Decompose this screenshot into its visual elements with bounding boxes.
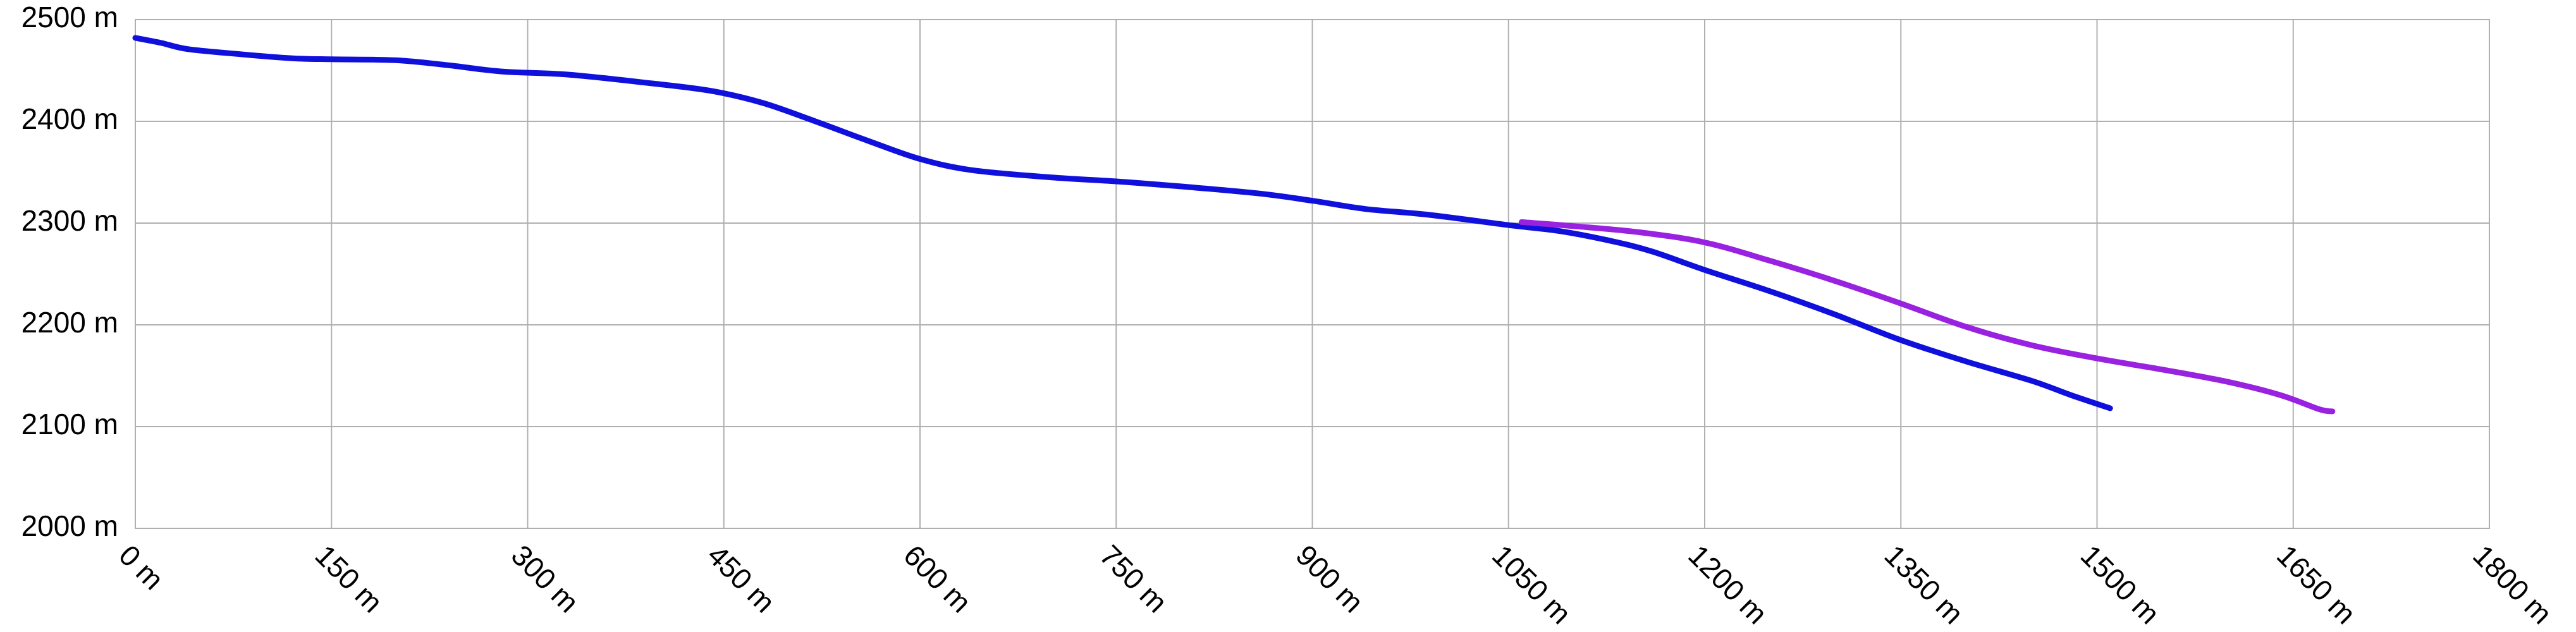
- x-tick-label: 0 m: [113, 538, 170, 596]
- x-tick-label: 1200 m: [1682, 538, 1774, 630]
- y-axis-labels: 2000 m 2100 m 2200 m 2300 m 2400 m 2500 m: [21, 1, 118, 542]
- y-tick-label: 2300 m: [21, 204, 118, 237]
- x-tick-label: 750 m: [1093, 538, 1174, 619]
- grid-layer: [135, 19, 2490, 529]
- plot-frame: [135, 19, 2490, 529]
- x-tick-label: 1350 m: [1878, 538, 1970, 630]
- y-tick-label: 2400 m: [21, 102, 118, 135]
- x-tick-label: 1050 m: [1486, 538, 1578, 630]
- x-axis-labels: 0 m 150 m 300 m 450 m 600 m 750 m 900 m 1050 m 1…: [113, 538, 2558, 630]
- x-tick-label: 1500 m: [2075, 538, 2166, 630]
- x-tick-label: 1650 m: [2271, 538, 2362, 630]
- y-tick-label: 2100 m: [21, 408, 118, 441]
- x-tick-label: 150 m: [309, 538, 389, 619]
- y-tick-label: 2000 m: [21, 509, 118, 542]
- x-tick-label: 900 m: [1290, 538, 1370, 619]
- x-tick-label: 300 m: [505, 538, 586, 619]
- y-tick-label: 2500 m: [21, 1, 118, 33]
- series-line-2: [1518, 219, 2336, 415]
- series-line-1: [132, 35, 2113, 411]
- y-tick-label: 2200 m: [21, 306, 118, 339]
- x-tick-label: 450 m: [701, 538, 782, 619]
- series-layer: [132, 35, 2336, 415]
- x-tick-label: 600 m: [897, 538, 978, 619]
- x-tick-label: 1800 m: [2467, 538, 2558, 630]
